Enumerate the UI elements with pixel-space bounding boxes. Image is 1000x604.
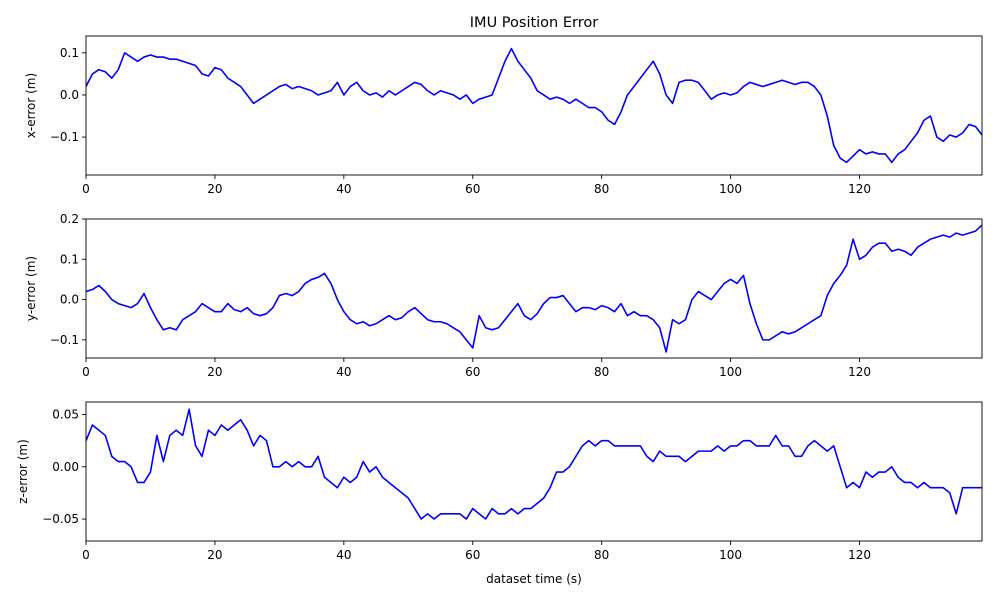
- y-error-y-tick-label: 0.2: [60, 212, 79, 226]
- x-error-x-tick-label: 20: [207, 182, 222, 196]
- z-error-y-tick-label: 0.05: [52, 408, 79, 422]
- y-error-x-tick-label: 40: [336, 365, 351, 379]
- x-error-y-tick-label: 0.1: [60, 46, 79, 60]
- x-error-x-tick-label: 40: [336, 182, 351, 196]
- x-error-x-tick-label: 0: [82, 182, 90, 196]
- y-error-series-line: [86, 224, 982, 353]
- z-error-series-line: [86, 408, 982, 520]
- x-error-x-tick-label: 80: [594, 182, 609, 196]
- x-error-y-tick-label: 0.0: [60, 88, 79, 102]
- y-error-y-tick-label: −0.1: [50, 333, 79, 347]
- z-error-x-tick-label: 120: [848, 548, 871, 562]
- z-error-y-tick-label: −0.05: [42, 512, 79, 526]
- chart-title: IMU Position Error: [470, 15, 598, 31]
- z-error-panel: 0 20 40 60 80 100 120 −0.05 0.00 0.05 z-error (m): [16, 401, 983, 562]
- z-error-x-tick-label: 0: [82, 548, 90, 562]
- z-error-axes-frame: [85, 401, 983, 542]
- y-error-y-tick-label: 0.1: [60, 252, 79, 266]
- x-error-y-tick-label: −0.1: [50, 130, 79, 144]
- x-error-series-line: [86, 47, 982, 164]
- y-error-x-tick-label: 20: [207, 365, 222, 379]
- x-error-x-tick-label: 100: [719, 182, 742, 196]
- z-error-y-axis-label: z-error (m): [16, 439, 30, 504]
- z-error-x-tick-label: 20: [207, 548, 222, 562]
- y-error-x-tick-label: 80: [594, 365, 609, 379]
- y-error-y-axis-label: y-error (m): [24, 256, 38, 321]
- x-error-panel: 0 20 40 60 80 100 120 −0.1 0.0 0.1 x-error (m): [24, 35, 983, 196]
- z-error-x-tick-label: 60: [465, 548, 480, 562]
- z-error-x-tick-label: 100: [719, 548, 742, 562]
- y-error-x-tick-label: 120: [848, 365, 871, 379]
- y-error-x-tick-label: 60: [465, 365, 480, 379]
- x-error-axes-frame: [85, 35, 983, 176]
- y-error-x-tick-label: 100: [719, 365, 742, 379]
- y-error-panel: 0 20 40 60 80 100 120 −0.1 0.0 0.1 0.2 y-error (m): [24, 212, 983, 379]
- z-error-x-tick-label: 80: [594, 548, 609, 562]
- y-error-x-tick-label: 0: [82, 365, 90, 379]
- x-error-x-tick-label: 120: [848, 182, 871, 196]
- y-error-axes-frame: [85, 218, 983, 359]
- x-error-x-tick-label: 60: [465, 182, 480, 196]
- x-error-y-axis-label: x-error (m): [24, 73, 38, 138]
- x-axis-label: dataset time (s): [486, 572, 582, 586]
- z-error-y-tick-label: 0.00: [52, 460, 79, 474]
- z-error-x-tick-label: 40: [336, 548, 351, 562]
- y-error-y-tick-label: 0.0: [60, 293, 79, 307]
